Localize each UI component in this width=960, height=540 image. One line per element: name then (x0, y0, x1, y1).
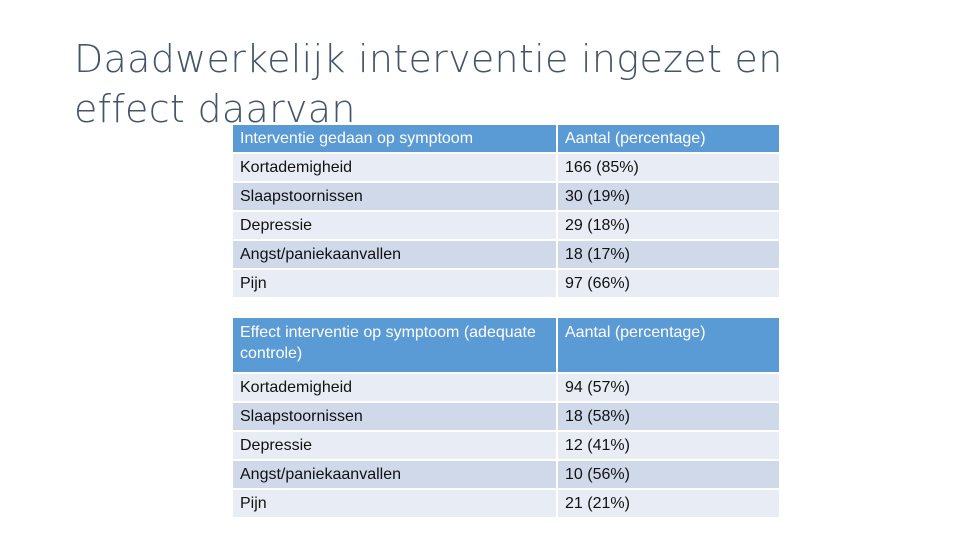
count-cell: 12 (41%) (558, 432, 781, 461)
count-cell: 30 (19%) (558, 183, 781, 212)
symptom-cell: Pijn (233, 490, 558, 519)
table-row: Slaapstoornissen 18 (58%) (233, 403, 781, 432)
intervention-table: Interventie gedaan op symptoom Aantal (p… (233, 125, 781, 299)
symptom-cell: Pijn (233, 270, 558, 299)
table-row: Depressie 12 (41%) (233, 432, 781, 461)
table-row: Pijn 21 (21%) (233, 490, 781, 519)
symptom-cell: Angst/paniekaanvallen (233, 461, 558, 490)
table-row: Depressie 29 (18%) (233, 212, 781, 241)
count-cell: 18 (17%) (558, 241, 781, 270)
table-row: Angst/paniekaanvallen 18 (17%) (233, 241, 781, 270)
column-header-count: Aantal (percentage) (558, 318, 781, 374)
table-row: Angst/paniekaanvallen 10 (56%) (233, 461, 781, 490)
symptom-cell: Angst/paniekaanvallen (233, 241, 558, 270)
slide-title: Daadwerkelijk interventie ingezet en eff… (74, 37, 783, 131)
symptom-cell: Depressie (233, 212, 558, 241)
count-cell: 18 (58%) (558, 403, 781, 432)
count-cell: 94 (57%) (558, 374, 781, 403)
symptom-cell: Slaapstoornissen (233, 183, 558, 212)
count-cell: 10 (56%) (558, 461, 781, 490)
column-header-count: Aantal (percentage) (558, 125, 781, 154)
count-cell: 21 (21%) (558, 490, 781, 519)
column-header-effect: Effect interventie op symptoom (adequate… (233, 318, 558, 374)
table-row: Pijn 97 (66%) (233, 270, 781, 299)
table-row: Kortademigheid 94 (57%) (233, 374, 781, 403)
count-cell: 166 (85%) (558, 154, 781, 183)
table-row: Slaapstoornissen 30 (19%) (233, 183, 781, 212)
symptom-cell: Kortademigheid (233, 374, 558, 403)
column-header-symptom: Interventie gedaan op symptoom (233, 125, 558, 154)
effect-table: Effect interventie op symptoom (adequate… (233, 318, 781, 519)
table-row: Kortademigheid 166 (85%) (233, 154, 781, 183)
symptom-cell: Depressie (233, 432, 558, 461)
symptom-cell: Kortademigheid (233, 154, 558, 183)
count-cell: 29 (18%) (558, 212, 781, 241)
count-cell: 97 (66%) (558, 270, 781, 299)
symptom-cell: Slaapstoornissen (233, 403, 558, 432)
